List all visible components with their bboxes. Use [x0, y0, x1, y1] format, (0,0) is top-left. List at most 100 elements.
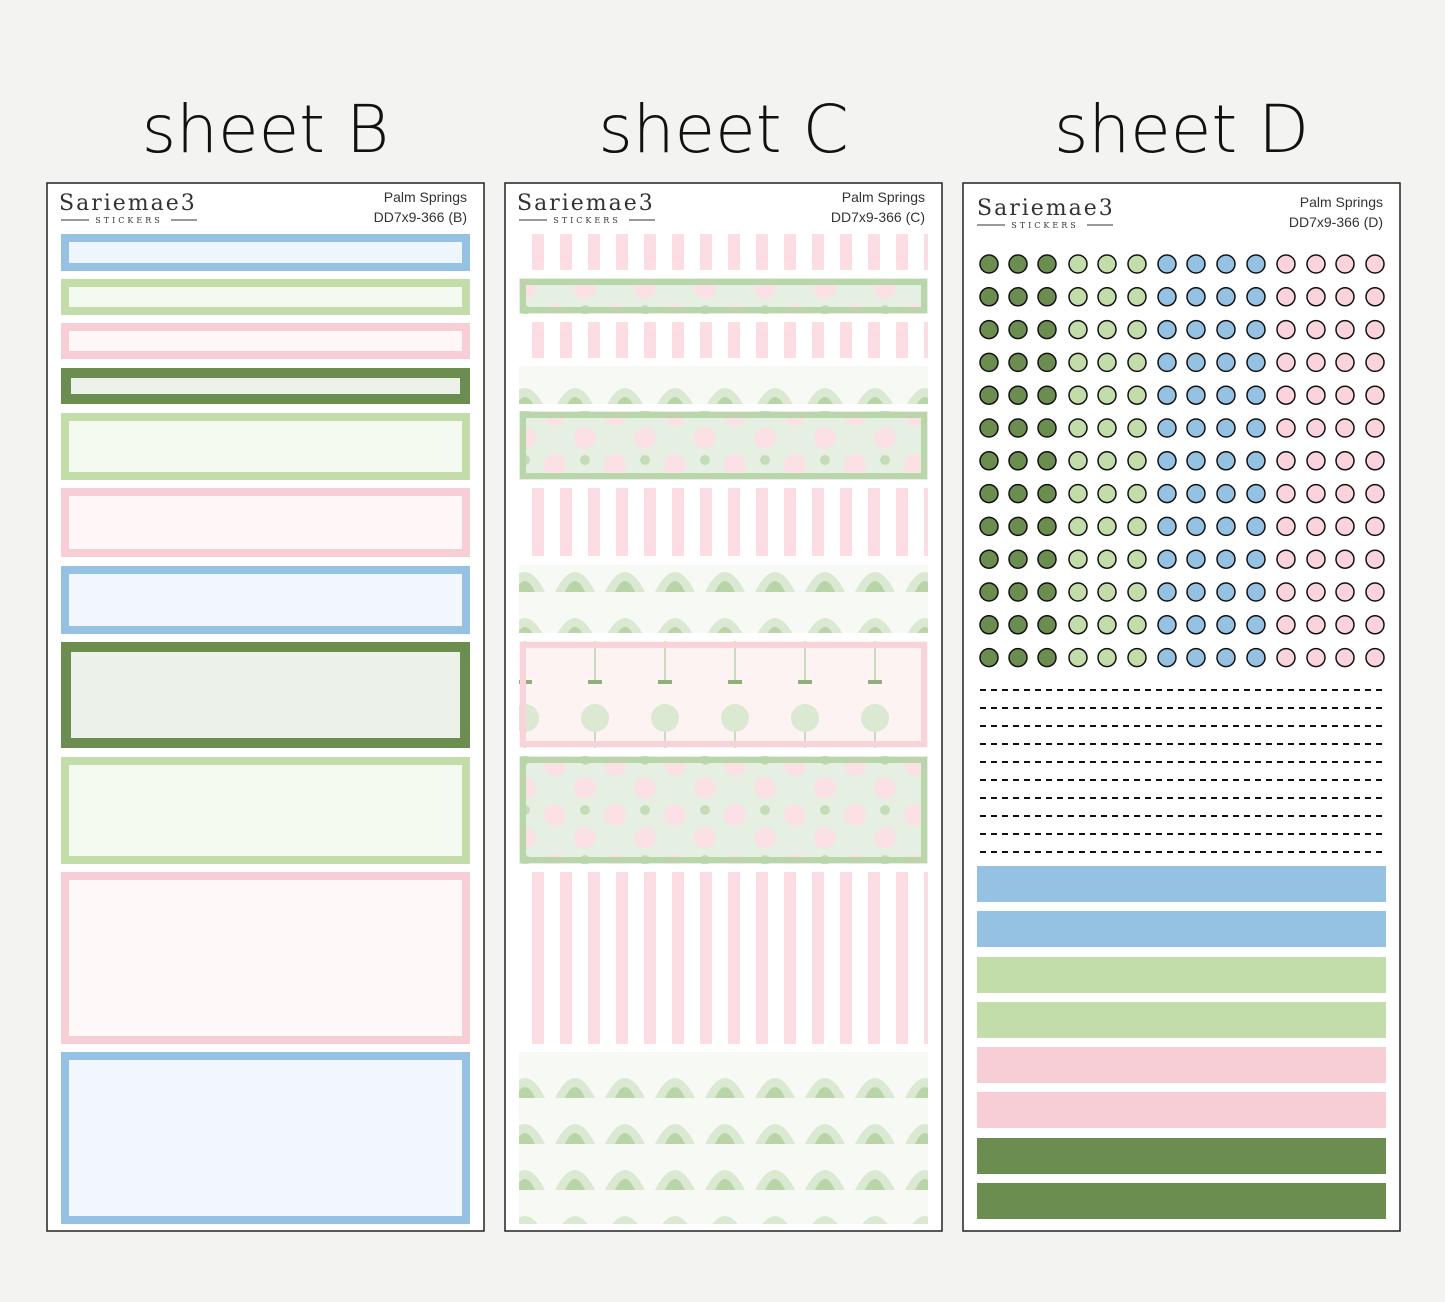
- washi-strip: [977, 1002, 1386, 1038]
- dot-sticker: [1127, 287, 1147, 307]
- dot-sticker: [1186, 483, 1206, 504]
- dot-sticker: [1127, 549, 1147, 569]
- dot-sticker: [1216, 451, 1236, 471]
- dot-sticker: [1216, 647, 1236, 668]
- dot-sticker: [1157, 254, 1177, 274]
- dot-sticker: [1037, 385, 1057, 405]
- dot-sticker: [1037, 647, 1057, 668]
- dot-sticker: [1335, 287, 1355, 307]
- dot-sticker: [1306, 254, 1326, 274]
- dot-sticker: [1186, 385, 1206, 405]
- dot-sticker: [979, 615, 999, 635]
- washi-strip: [977, 1047, 1386, 1083]
- dot-sticker: [1127, 352, 1147, 373]
- dot-sticker: [1365, 647, 1385, 668]
- dot-sticker: [1127, 647, 1147, 668]
- dot-sticker: [1008, 582, 1028, 602]
- dot-sticker: [1216, 254, 1236, 274]
- dot-sticker: [979, 352, 999, 373]
- dot-sticker: [1068, 483, 1088, 504]
- dot-sticker: [1068, 287, 1088, 307]
- strip-frame: [520, 412, 927, 479]
- label-box: [61, 279, 470, 315]
- dot-sticker: [1008, 352, 1028, 373]
- sheet-title: sheet C: [598, 91, 848, 168]
- dot-sticker: [1246, 582, 1266, 602]
- dot-sticker: [1186, 418, 1206, 438]
- dot-sticker: [1157, 287, 1177, 307]
- product-name: Palm Springs: [842, 189, 925, 205]
- dot-sticker: [1276, 647, 1296, 668]
- dot-sticker: [1008, 287, 1028, 307]
- dot-sticker: [1306, 647, 1326, 668]
- dot-sticker: [1127, 483, 1147, 504]
- dot-sticker: [1127, 418, 1147, 438]
- dot-sticker: [1365, 451, 1385, 471]
- dot-sticker: [979, 451, 999, 471]
- dot-sticker: [1097, 287, 1117, 307]
- dot-sticker: [979, 483, 999, 504]
- dot-sticker: [1216, 549, 1236, 569]
- dot-sticker: [1037, 352, 1057, 373]
- dot-sticker: [1157, 549, 1177, 569]
- dot-sticker: [1276, 451, 1296, 471]
- dot-sticker: [1306, 615, 1326, 635]
- dot-sticker: [1127, 615, 1147, 635]
- dot-sticker: [1335, 385, 1355, 405]
- pattern-strip: [519, 641, 928, 748]
- brand: Sariemae3: [517, 191, 655, 216]
- dot-sticker: [1097, 516, 1117, 537]
- dot-sticker: [1186, 582, 1206, 602]
- pattern-strip: [519, 756, 928, 864]
- dot-sticker: [1186, 647, 1206, 668]
- dot-sticker: [1246, 385, 1266, 405]
- label-box: [61, 1052, 470, 1224]
- dot-sticker: [1097, 647, 1117, 668]
- dot-sticker: [1186, 451, 1206, 471]
- strip-frame: [520, 757, 927, 863]
- pattern-strip: [519, 366, 928, 404]
- dot-sticker: [1246, 549, 1266, 569]
- dot-sticker: [1276, 287, 1296, 307]
- dot-sticker: [1068, 319, 1088, 340]
- dot-sticker: [1246, 483, 1266, 504]
- dot-sticker: [1365, 516, 1385, 537]
- dot-sticker: [1068, 451, 1088, 471]
- dot-sticker: [1365, 483, 1385, 504]
- dot-sticker: [1276, 615, 1296, 635]
- dot-sticker: [1306, 418, 1326, 438]
- dot-sticker: [1097, 483, 1117, 504]
- dot-sticker: [1127, 451, 1147, 471]
- dot-sticker: [979, 319, 999, 340]
- dot-sticker: [1306, 385, 1326, 405]
- dot-sticker: [1097, 418, 1117, 438]
- dot-sticker: [1306, 451, 1326, 471]
- dot-sticker: [1276, 582, 1296, 602]
- dot-sticker: [1068, 254, 1088, 274]
- dot-sticker: [1037, 451, 1057, 471]
- label-box: [61, 872, 470, 1044]
- dot-sticker: [1216, 418, 1236, 438]
- dot-sticker: [1246, 418, 1266, 438]
- dot-sticker: [1306, 483, 1326, 504]
- dot-sticker: [1246, 254, 1266, 274]
- pattern-strip: [519, 322, 928, 358]
- dot-sticker: [1276, 319, 1296, 340]
- dot-sticker: [979, 254, 999, 274]
- dot-sticker: [1365, 418, 1385, 438]
- label-box: [61, 757, 470, 864]
- dot-sticker: [1037, 483, 1057, 504]
- dot-sticker: [979, 549, 999, 569]
- dot-sticker: [1097, 385, 1117, 405]
- dot-sticker: [979, 385, 999, 405]
- dot-sticker: [1335, 549, 1355, 569]
- dot-sticker: [1157, 516, 1177, 537]
- product-name: Palm Springs: [384, 189, 467, 205]
- dot-sticker: [1127, 516, 1147, 537]
- dot-sticker: [1246, 615, 1266, 635]
- dot-sticker: [1157, 352, 1177, 373]
- dot-sticker: [1157, 418, 1177, 438]
- dot-sticker: [1068, 418, 1088, 438]
- dot-sticker: [1068, 385, 1088, 405]
